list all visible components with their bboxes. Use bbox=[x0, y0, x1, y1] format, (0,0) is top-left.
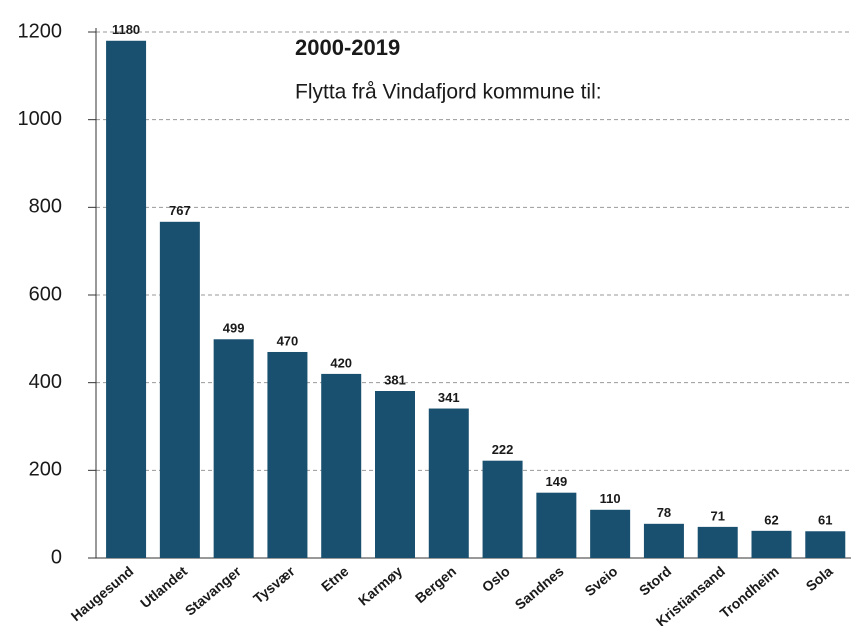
y-tick-label: 600 bbox=[29, 283, 62, 305]
x-tick-label: Stord bbox=[636, 563, 674, 599]
x-tick-label: Etne bbox=[318, 563, 352, 595]
x-tick-label: Stavanger bbox=[182, 563, 245, 619]
value-label: 381 bbox=[384, 372, 406, 387]
value-label: 61 bbox=[818, 513, 832, 528]
value-label: 62 bbox=[764, 512, 778, 527]
y-tick-label: 1000 bbox=[18, 108, 63, 130]
bar bbox=[482, 460, 523, 558]
chart-subtitle: Flytta frå Vindafjord kommune til: bbox=[295, 81, 602, 104]
x-tick-label: Tysvær bbox=[250, 563, 298, 607]
x-tick-label: Sandnes bbox=[512, 563, 567, 613]
value-label: 341 bbox=[438, 390, 460, 405]
x-tick-label: Haugesund bbox=[68, 563, 137, 624]
bar bbox=[106, 40, 147, 559]
chart-title: 2000-2019 bbox=[295, 35, 400, 60]
value-label: 420 bbox=[330, 355, 352, 370]
x-tick-label: Trondheim bbox=[717, 563, 782, 621]
bar bbox=[267, 351, 308, 558]
x-tick-label: Karmøy bbox=[355, 563, 405, 609]
value-label: 499 bbox=[223, 321, 245, 336]
bar bbox=[751, 530, 792, 558]
x-tick-label: Oslo bbox=[479, 563, 513, 595]
y-tick-label: 0 bbox=[51, 546, 62, 568]
y-tick-label: 400 bbox=[29, 371, 62, 393]
y-tick-label: 1200 bbox=[18, 20, 63, 42]
value-label: 149 bbox=[546, 474, 568, 489]
value-label: 71 bbox=[710, 508, 724, 523]
bar bbox=[428, 408, 469, 558]
x-tick-label: Bergen bbox=[412, 563, 459, 606]
bar bbox=[643, 523, 684, 558]
value-label: 767 bbox=[169, 203, 191, 218]
value-label: 110 bbox=[600, 491, 621, 506]
x-tick-label: Sola bbox=[803, 563, 836, 594]
value-label: 470 bbox=[277, 333, 299, 348]
y-tick-label: 800 bbox=[29, 196, 62, 218]
bar bbox=[590, 509, 631, 558]
value-label: 78 bbox=[657, 505, 671, 520]
bar bbox=[805, 531, 846, 558]
bar bbox=[697, 526, 738, 558]
bar bbox=[321, 373, 362, 558]
bar bbox=[374, 390, 415, 558]
x-tick-label: Utlandet bbox=[137, 563, 190, 611]
value-label: 222 bbox=[492, 442, 514, 457]
y-tick-label: 200 bbox=[29, 459, 62, 481]
x-tick-label: Sveio bbox=[582, 563, 621, 599]
bar bbox=[536, 492, 577, 558]
bar bbox=[159, 221, 200, 558]
bar bbox=[213, 339, 254, 558]
value-label: 1180 bbox=[112, 22, 140, 37]
